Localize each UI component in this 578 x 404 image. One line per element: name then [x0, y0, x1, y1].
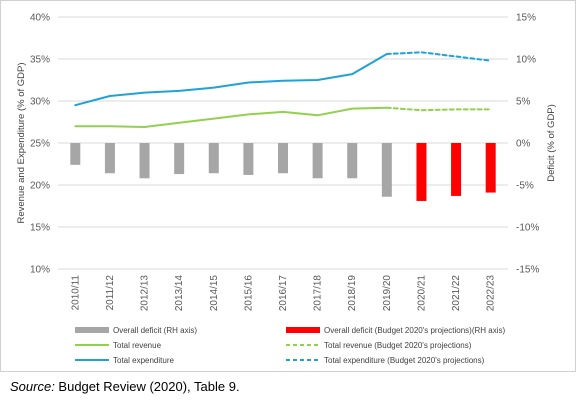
x-tick-label: 2011/12 — [105, 275, 116, 311]
left-tick-label: 35% — [30, 55, 50, 66]
legend-label: Total expenditure — [113, 356, 174, 365]
left-tick-label: 15% — [30, 223, 50, 234]
deficit-bar — [104, 143, 115, 174]
x-tick-label: 2020/21 — [416, 275, 427, 312]
right-tick-label: 5% — [516, 97, 531, 108]
left-tick-label: 10% — [30, 265, 50, 276]
left-tick-label: 20% — [30, 181, 50, 192]
deficit-bar — [70, 143, 81, 165]
deficit-bar — [278, 143, 288, 174]
right-tick-label: 15% — [516, 13, 536, 24]
right-tick-label: -15% — [516, 265, 539, 276]
deficit-bar — [208, 143, 219, 174]
projection-line — [385, 106, 492, 112]
right-tick-label: 0% — [516, 139, 531, 150]
deficit-bar — [174, 143, 185, 175]
source-text: Budget Review (2020), Table 9. — [54, 379, 240, 394]
x-tick-label: 2015/16 — [243, 275, 254, 312]
combo-chart: 10% 15% 20% 25% 30% 35% 40% -15% -10% -5% 0% 5% 10% 1… — [16, 13, 557, 366]
deficit-bar — [451, 143, 462, 196]
left-tick-label: 25% — [30, 139, 50, 150]
legend-label: Overall deficit (RH axis) — [113, 326, 197, 335]
deficit-bar — [485, 143, 496, 193]
series-line — [74, 53, 388, 107]
source-note: Source: Budget Review (2020), Table 9. — [10, 379, 240, 394]
x-tick-label: 2013/14 — [174, 275, 185, 312]
legend-label: Overall deficit (Budget 2020's projectio… — [324, 326, 505, 335]
deficit-bar — [312, 143, 323, 179]
x-tick-label: 2021/22 — [451, 275, 462, 312]
right-axis-title: Deficit (% of GDP) — [546, 104, 557, 182]
right-tick-label: 10% — [516, 55, 536, 66]
x-tick-label: 2019/20 — [382, 275, 393, 312]
chart-frame — [0, 0, 576, 372]
projection-line — [385, 51, 492, 62]
x-tick-label: 2016/17 — [278, 275, 289, 312]
deficit-bar — [347, 143, 358, 179]
right-tick-label: -10% — [516, 223, 539, 234]
right-tick-label: -5% — [516, 181, 534, 192]
x-tick-label: 2014/15 — [209, 275, 220, 312]
x-tick-label: 2017/18 — [313, 275, 324, 312]
x-tick-label: 2010/11 — [70, 275, 81, 311]
x-tick-label: 2022/23 — [486, 275, 497, 312]
x-tick-label: 2018/19 — [347, 275, 358, 312]
legend-swatch-bar — [75, 327, 109, 333]
x-tick-label: 2012/13 — [140, 275, 151, 312]
series-line — [74, 106, 388, 128]
legend-label: Total expenditure (Budget 2020's project… — [324, 356, 485, 365]
deficit-bar — [416, 143, 427, 201]
legend-swatch-bar — [286, 327, 320, 333]
source-prefix: Source: — [10, 379, 55, 394]
deficit-bar — [381, 143, 392, 197]
deficit-bar — [139, 143, 150, 179]
left-tick-label: 40% — [30, 13, 50, 24]
legend-label: Total revenue (Budget 2020's projections… — [324, 341, 472, 350]
legend-label: Total revenue — [113, 341, 162, 350]
deficit-bar — [243, 143, 254, 175]
left-axis-title: Revenue and Expenditure (% of GDP) — [16, 62, 27, 223]
left-tick-label: 30% — [30, 97, 50, 108]
